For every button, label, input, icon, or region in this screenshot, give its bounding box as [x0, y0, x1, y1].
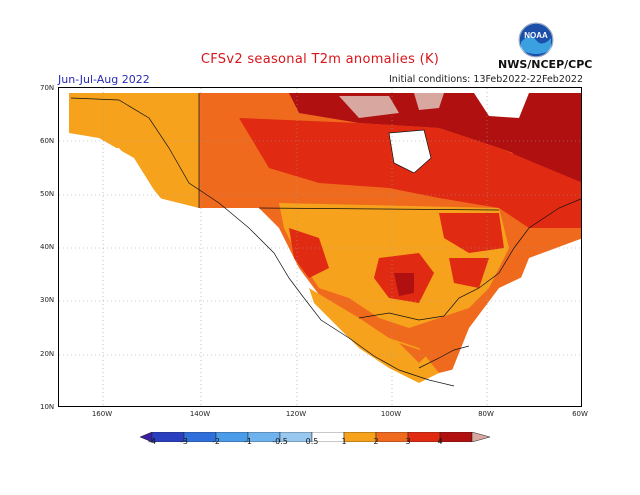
lat-label: 70N: [40, 84, 55, 92]
colorbar-swatches: [139, 431, 491, 443]
colorbar-label: -2: [212, 437, 220, 446]
initial-conditions: Initial conditions: 13Feb2022-22Feb2022: [389, 74, 583, 85]
noaa-logo-icon: NOAA: [518, 22, 554, 58]
lat-label: 40N: [40, 243, 55, 251]
colorbar-label: -4: [148, 437, 156, 446]
colorbar: [139, 427, 502, 446]
map-title: CFSv2 seasonal T2m anomalies (K): [200, 52, 440, 67]
colorbar-label: -3: [180, 437, 188, 446]
forecast-period: Jun-Jul-Aug 2022: [58, 73, 150, 86]
colorbar-label: 2: [373, 437, 379, 446]
lat-label: 50N: [40, 190, 55, 198]
svg-text:NOAA: NOAA: [524, 31, 548, 40]
lat-label: 10N: [40, 403, 55, 411]
colorbar-label: 0.5: [305, 437, 319, 446]
anomaly-map: [58, 87, 582, 407]
lon-label: 120W: [285, 410, 307, 418]
lon-label: 60W: [572, 410, 588, 418]
lat-label: 30N: [40, 296, 55, 304]
colorbar-label: -0.5: [272, 437, 288, 446]
lon-label: 140W: [189, 410, 211, 418]
colorbar-label: 1: [341, 437, 347, 446]
lon-label: 80W: [478, 410, 494, 418]
lat-label: 20N: [40, 350, 55, 358]
agency-label: NWS/NCEP/CPC: [498, 58, 593, 71]
colorbar-label: 4: [437, 437, 443, 446]
colorbar-label: 3: [405, 437, 411, 446]
lat-label: 60N: [40, 137, 55, 145]
lon-label: 100W: [380, 410, 402, 418]
lon-label: 160W: [91, 410, 113, 418]
colorbar-label: -1: [244, 437, 252, 446]
